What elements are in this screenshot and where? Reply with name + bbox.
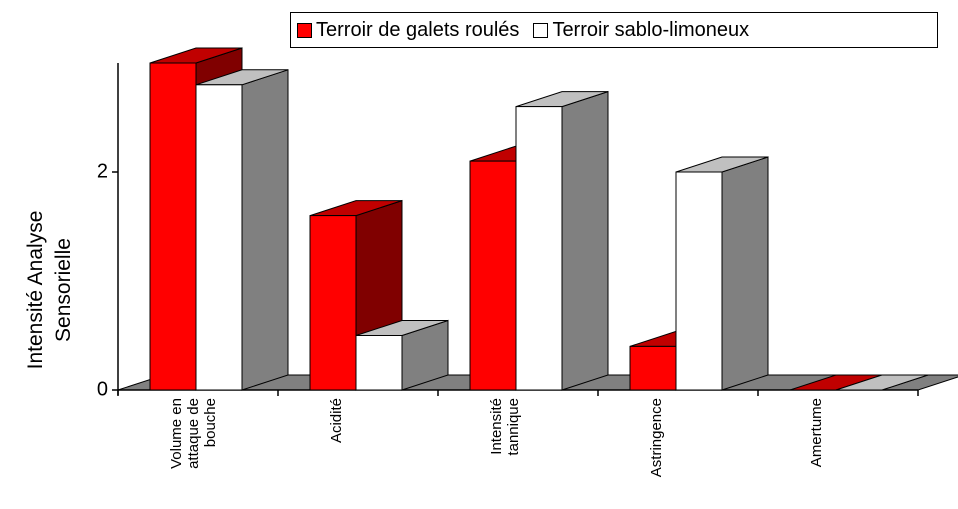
bar	[355, 335, 403, 391]
bar	[195, 84, 243, 391]
bar	[675, 171, 723, 391]
x-tick-label: Intensité tannique	[488, 398, 522, 456]
legend-swatch	[533, 22, 549, 38]
legend-item: Terroir sablo-limoneux	[533, 19, 749, 42]
y-axis-label: Intensité Analyse Sensorielle	[24, 210, 75, 370]
bar	[149, 62, 197, 391]
y-tick-label: 2	[97, 160, 108, 182]
x-tick-label: Amertume	[808, 398, 825, 468]
bar-side	[241, 69, 289, 391]
bar	[469, 160, 517, 391]
legend-item: Terroir de galets roulés	[297, 19, 519, 42]
bar	[309, 215, 357, 391]
bar-side	[721, 156, 769, 391]
legend-label: Terroir sablo-limoneux	[552, 18, 750, 41]
legend: Terroir de galets roulés Terroir sablo-li…	[290, 12, 938, 48]
bar	[515, 106, 563, 391]
x-tick-label: Astringence	[648, 398, 665, 478]
bar-side	[561, 90, 609, 391]
y-tick-label: 0	[97, 378, 108, 400]
legend-swatch	[297, 22, 312, 38]
x-tick-label: Volume en attaque de bouche	[168, 398, 219, 469]
bar	[629, 345, 677, 391]
bar-top	[835, 374, 929, 391]
legend-label: Terroir de galets roulés	[316, 18, 520, 41]
x-tick-label: Acidité	[328, 398, 345, 444]
